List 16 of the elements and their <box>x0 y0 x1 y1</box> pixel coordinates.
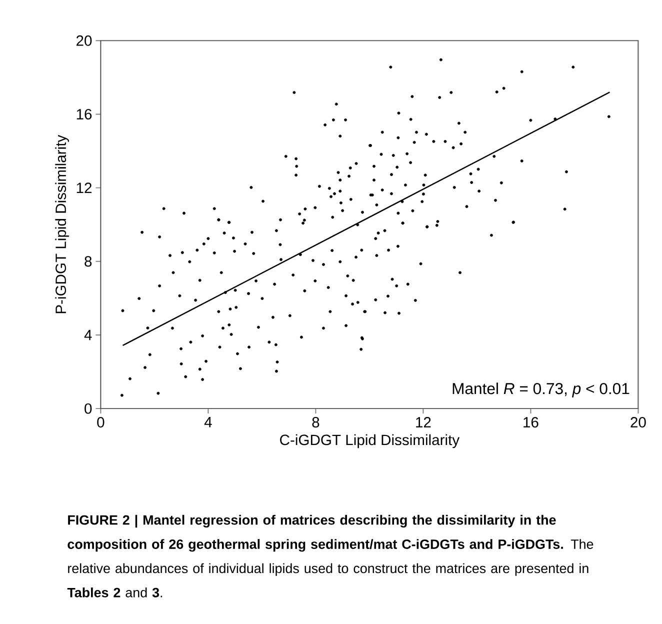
y-axis-title: P-iGDGT Lipid Dissimilarity <box>55 135 69 314</box>
x-tick-label: 0 <box>97 417 104 428</box>
text: FIGURE 2 | Mantel regression of matrices describing the dissimilarity in the composition of 26 geothermal spring sediment/mat C-iGDGTs and P-iGDGTs. The relative abundances of individual lipids used to construct the matrices are presented in Tables 2 and 3. <box>67 514 594 598</box>
y-tick-label: 0 <box>84 403 92 414</box>
x-axis-title: C-iGDGT Lipid Dissimilarity <box>280 434 460 448</box>
y-tick-label: 12 <box>76 182 92 194</box>
x-tick-label: 16 <box>524 417 538 428</box>
y-tick-label: 20 <box>76 36 92 46</box>
y-tick-label: 8 <box>84 256 92 267</box>
y-tick-label: 16 <box>76 109 92 120</box>
y-tick-label: 4 <box>84 330 92 340</box>
x-tick-label: 20 <box>630 417 646 428</box>
x-tick-label: 4 <box>204 417 212 428</box>
annotation: Mantel R = 0.73, p < 0.01 <box>452 382 630 398</box>
x-tick-label: 12 <box>416 417 431 428</box>
x-tick-label: 8 <box>312 417 320 428</box>
